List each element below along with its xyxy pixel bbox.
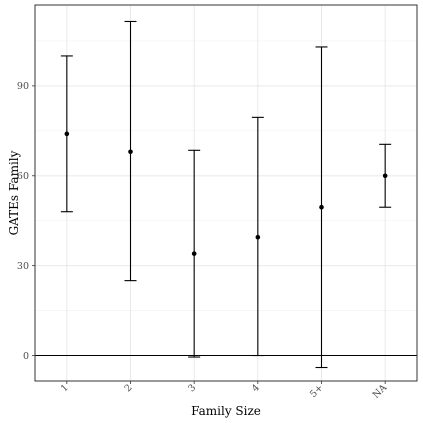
y-axis-title: GATEs Family	[7, 150, 21, 235]
panel-border	[34, 4, 418, 382]
y-tick-label: 90	[17, 81, 29, 92]
y-tick-label: 0	[23, 351, 29, 362]
x-axis-title: Family Size	[191, 404, 261, 418]
y-axis-ticks: 0 30 60 90	[17, 81, 35, 362]
point-estimate-1	[64, 131, 70, 137]
point-estimate-4	[255, 234, 261, 240]
point-estimate-3	[191, 251, 197, 256]
point-estimate-5+	[319, 204, 324, 210]
point-estimates	[64, 131, 388, 256]
point-estimate-NA	[382, 173, 388, 179]
y-tick-label: 30	[17, 261, 29, 272]
point-estimate-2	[128, 149, 133, 155]
y-tick-label: 60	[17, 171, 29, 182]
